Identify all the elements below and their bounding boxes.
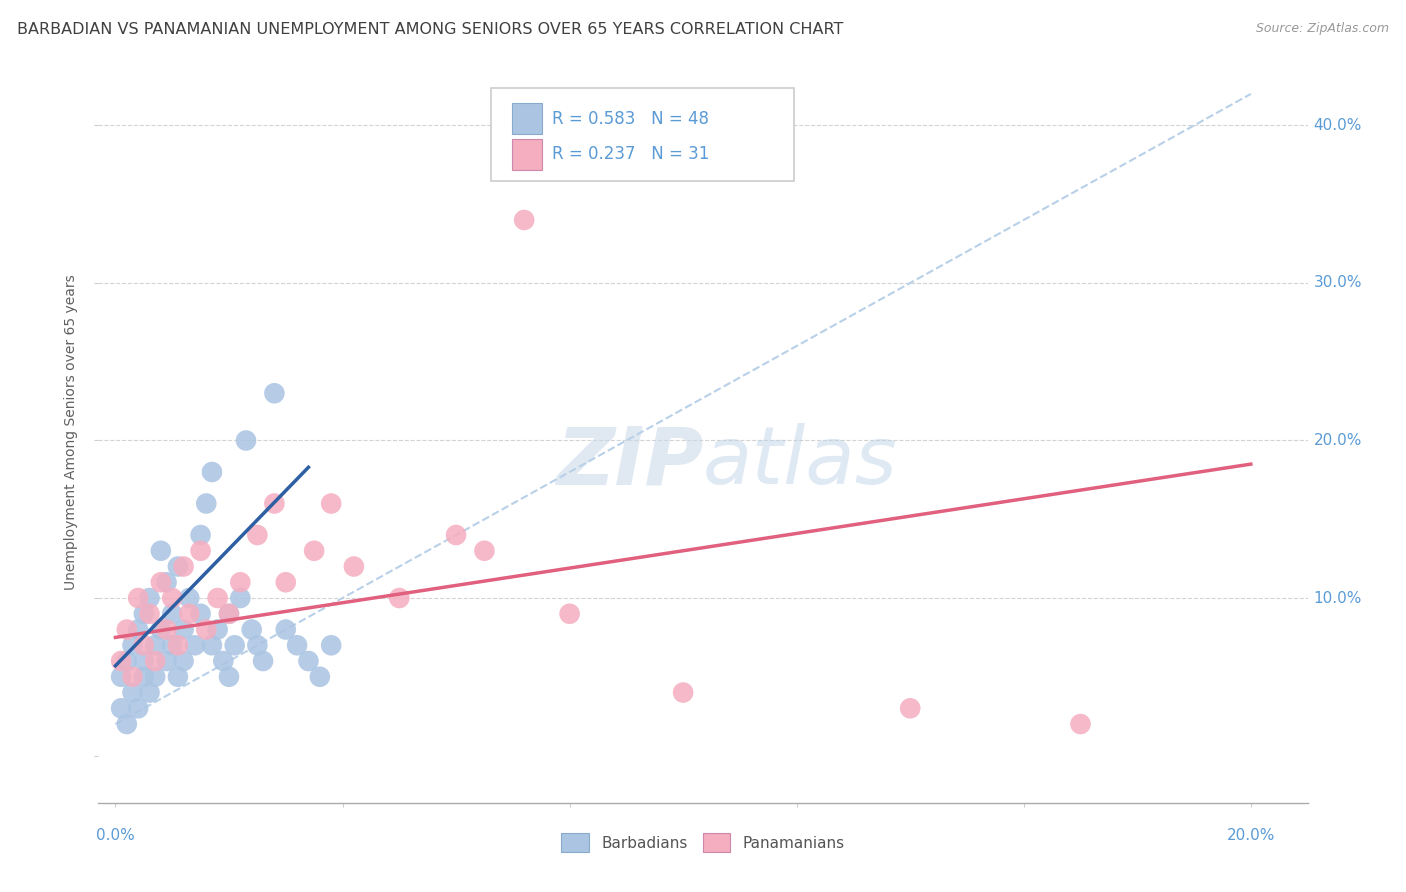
Point [127, 701, 149, 715]
Point [155, 623, 177, 637]
Point [201, 638, 224, 652]
Point [224, 638, 246, 652]
Point [179, 607, 201, 621]
Point [179, 591, 201, 605]
Point [558, 607, 581, 621]
Text: ZIP: ZIP [555, 423, 703, 501]
Point [173, 623, 195, 637]
Text: 10.0%: 10.0% [1313, 591, 1362, 606]
Point [149, 623, 172, 637]
Point [388, 591, 411, 605]
Point [110, 701, 132, 715]
Point [274, 575, 297, 590]
Point [195, 496, 218, 510]
Point [173, 559, 195, 574]
Point [190, 607, 212, 621]
Text: R = 0.583   N = 48: R = 0.583 N = 48 [551, 110, 709, 128]
Point [143, 670, 166, 684]
Point [321, 638, 343, 652]
FancyBboxPatch shape [512, 103, 543, 135]
Point [173, 654, 195, 668]
Point [308, 670, 330, 684]
Point [207, 623, 229, 637]
Point [513, 213, 536, 227]
Point [167, 670, 190, 684]
Point [132, 654, 155, 668]
Point [143, 638, 166, 652]
Point [138, 607, 160, 621]
Point [143, 654, 166, 668]
Point [138, 685, 160, 699]
Point [132, 638, 155, 652]
Point [155, 654, 177, 668]
FancyBboxPatch shape [512, 138, 543, 169]
Text: 20.0%: 20.0% [1226, 828, 1275, 843]
Point [235, 434, 257, 448]
Point [207, 591, 229, 605]
Point [218, 607, 240, 621]
Point [201, 465, 224, 479]
Point [160, 638, 183, 652]
Text: 30.0%: 30.0% [1313, 276, 1362, 291]
Point [149, 543, 172, 558]
Point [115, 654, 138, 668]
Point [302, 543, 325, 558]
Point [110, 670, 132, 684]
Point [444, 528, 467, 542]
FancyBboxPatch shape [492, 88, 793, 181]
Point [190, 528, 212, 542]
Point [127, 591, 149, 605]
Point [285, 638, 308, 652]
Point [1069, 717, 1091, 731]
Point [195, 623, 218, 637]
Point [160, 607, 183, 621]
Point [218, 607, 240, 621]
Point [212, 654, 235, 668]
Point [115, 717, 138, 731]
Point [474, 543, 496, 558]
Point [127, 623, 149, 637]
Point [132, 670, 155, 684]
Point [672, 685, 695, 699]
Point [167, 638, 190, 652]
Point [297, 654, 319, 668]
Text: 40.0%: 40.0% [1313, 118, 1362, 133]
Point [229, 591, 252, 605]
Point [121, 638, 143, 652]
Point [343, 559, 366, 574]
Text: R = 0.237   N = 31: R = 0.237 N = 31 [551, 145, 709, 163]
Point [138, 591, 160, 605]
Point [898, 701, 921, 715]
Point [321, 496, 343, 510]
Point [121, 670, 143, 684]
Point [190, 543, 212, 558]
Point [246, 638, 269, 652]
Point [149, 575, 172, 590]
Point [246, 528, 269, 542]
Text: 0.0%: 0.0% [96, 828, 135, 843]
Point [263, 496, 285, 510]
Text: atlas: atlas [703, 423, 898, 501]
Point [263, 386, 285, 401]
Legend: Barbadians, Panamanians: Barbadians, Panamanians [555, 827, 851, 858]
Point [115, 623, 138, 637]
Point [160, 591, 183, 605]
Point [121, 685, 143, 699]
Text: Source: ZipAtlas.com: Source: ZipAtlas.com [1256, 22, 1389, 36]
Point [252, 654, 274, 668]
Point [167, 559, 190, 574]
Point [110, 654, 132, 668]
Point [274, 623, 297, 637]
Point [155, 575, 177, 590]
Text: BARBADIAN VS PANAMANIAN UNEMPLOYMENT AMONG SENIORS OVER 65 YEARS CORRELATION CHA: BARBADIAN VS PANAMANIAN UNEMPLOYMENT AMO… [17, 22, 844, 37]
Point [184, 638, 207, 652]
Text: 20.0%: 20.0% [1313, 433, 1362, 448]
Point [229, 575, 252, 590]
Point [218, 670, 240, 684]
Point [240, 623, 263, 637]
Point [132, 607, 155, 621]
Y-axis label: Unemployment Among Seniors over 65 years: Unemployment Among Seniors over 65 years [65, 275, 79, 591]
